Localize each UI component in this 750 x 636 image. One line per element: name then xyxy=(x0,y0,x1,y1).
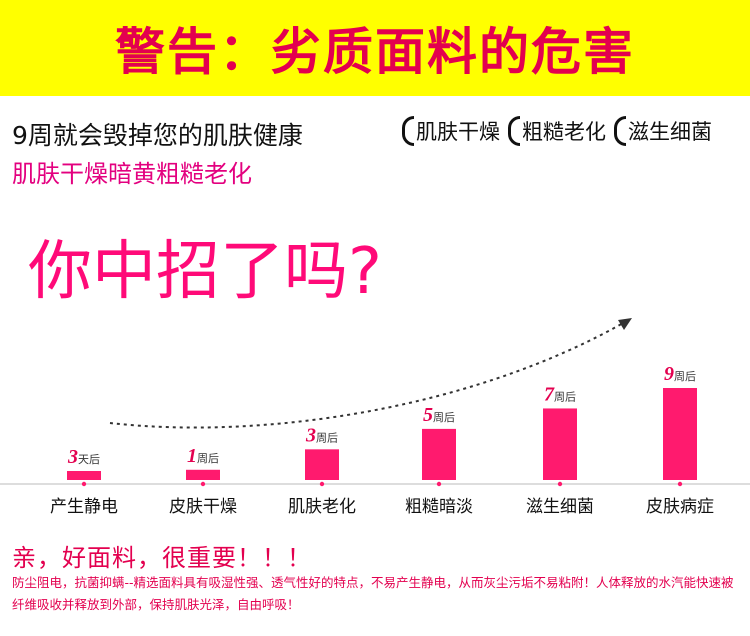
category-label: 皮肤干燥 xyxy=(169,497,237,517)
tag-label: 滋生细菌 xyxy=(628,120,712,144)
tick-dot xyxy=(81,481,87,487)
chart-bar xyxy=(305,449,339,480)
bar-value-label: 3周后 xyxy=(305,424,338,446)
tick-dot xyxy=(319,481,325,487)
arrow-head-icon xyxy=(618,318,632,330)
bar-value-label: 9周后 xyxy=(664,363,696,385)
warning-banner: 警告：劣质面料的危害 xyxy=(0,0,750,96)
tag-list: 肌肤干燥 粗糙老化 滋生细菌 xyxy=(402,116,712,146)
tag-label: 肌肤干燥 xyxy=(416,120,500,144)
bar-value-label: 1周后 xyxy=(187,445,219,467)
chart-bar xyxy=(67,471,101,480)
chart-bar xyxy=(543,408,577,480)
tick-dot xyxy=(677,481,683,487)
subtitle: 9周就会毁掉您的肌肤健康 xyxy=(12,121,303,150)
tag-item: 肌肤干燥 xyxy=(402,116,500,146)
chart-bar xyxy=(663,388,697,480)
category-label: 产生静电 xyxy=(50,497,118,517)
bar-value-label: 5周后 xyxy=(423,404,455,426)
tick-dot xyxy=(200,481,206,487)
category-label: 皮肤病症 xyxy=(646,497,714,517)
chart-bar xyxy=(186,469,220,480)
bracket-icon xyxy=(508,116,520,146)
subtitle-secondary: 肌肤干燥暗黄粗糙老化 xyxy=(12,160,252,188)
banner-title: 警告：劣质面料的危害 xyxy=(115,23,635,81)
tag-label: 粗糙老化 xyxy=(522,120,606,144)
category-label: 肌肤老化 xyxy=(288,497,356,517)
tag-item: 粗糙老化 xyxy=(508,116,606,146)
headline: 你中招了吗? xyxy=(28,235,382,309)
category-label: 滋生细菌 xyxy=(526,497,594,517)
bracket-icon xyxy=(402,116,414,146)
chart-bar xyxy=(422,428,456,480)
dotted-arrow-icon xyxy=(109,321,626,429)
tag-item: 滋生细菌 xyxy=(614,116,712,146)
slogan: 亲，好面料，很重要！！！ xyxy=(12,544,312,572)
bar-value-label: 3天后 xyxy=(67,446,100,468)
description: 防尘阻电，抗菌抑螨--精选面料具有吸湿性强、透气性好的特点，不易产生静电，从而灰… xyxy=(12,575,734,612)
bar-value-label: 7周后 xyxy=(544,383,576,405)
tick-dot xyxy=(436,481,442,487)
category-label: 粗糙暗淡 xyxy=(405,497,473,517)
tick-dot xyxy=(557,481,563,487)
bracket-icon xyxy=(614,116,626,146)
